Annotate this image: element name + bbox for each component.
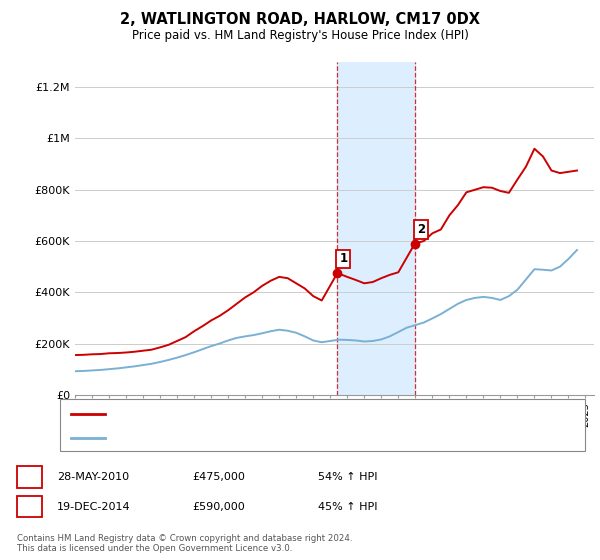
Text: 2, WATLINGTON ROAD, HARLOW, CM17 0DX (detached house): 2, WATLINGTON ROAD, HARLOW, CM17 0DX (de… <box>109 409 450 419</box>
Text: 2, WATLINGTON ROAD, HARLOW, CM17 0DX: 2, WATLINGTON ROAD, HARLOW, CM17 0DX <box>120 12 480 27</box>
Text: 19-DEC-2014: 19-DEC-2014 <box>57 502 131 512</box>
Text: 1: 1 <box>25 470 34 484</box>
Text: Contains HM Land Registry data © Crown copyright and database right 2024.
This d: Contains HM Land Registry data © Crown c… <box>17 534 352 553</box>
Text: Price paid vs. HM Land Registry's House Price Index (HPI): Price paid vs. HM Land Registry's House … <box>131 29 469 42</box>
Text: 54% ↑ HPI: 54% ↑ HPI <box>318 472 377 482</box>
Text: 1: 1 <box>339 253 347 265</box>
Text: 2: 2 <box>417 223 425 236</box>
Text: £590,000: £590,000 <box>192 502 245 512</box>
Text: £475,000: £475,000 <box>192 472 245 482</box>
Bar <box>337 62 415 395</box>
Text: HPI: Average price, detached house, Harlow: HPI: Average price, detached house, Harl… <box>109 433 350 443</box>
Text: 28-MAY-2010: 28-MAY-2010 <box>57 472 129 482</box>
Text: 45% ↑ HPI: 45% ↑ HPI <box>318 502 377 512</box>
Text: 2: 2 <box>25 500 34 514</box>
